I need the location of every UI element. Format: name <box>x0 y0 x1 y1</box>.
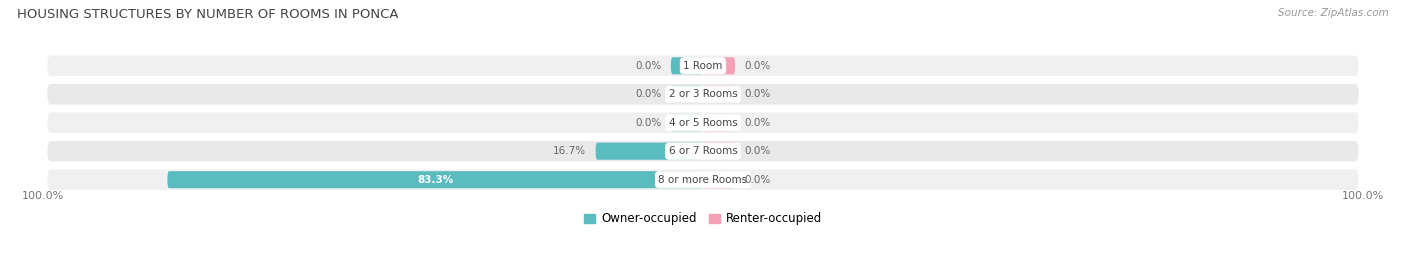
FancyBboxPatch shape <box>48 169 1358 190</box>
FancyBboxPatch shape <box>671 114 703 131</box>
FancyBboxPatch shape <box>703 86 735 103</box>
Text: 100.0%: 100.0% <box>21 191 63 201</box>
FancyBboxPatch shape <box>671 57 703 74</box>
FancyBboxPatch shape <box>167 171 703 188</box>
FancyBboxPatch shape <box>48 141 1358 161</box>
Text: 0.0%: 0.0% <box>636 89 661 99</box>
Text: 4 or 5 Rooms: 4 or 5 Rooms <box>669 118 737 128</box>
Text: 0.0%: 0.0% <box>745 146 770 156</box>
Text: HOUSING STRUCTURES BY NUMBER OF ROOMS IN PONCA: HOUSING STRUCTURES BY NUMBER OF ROOMS IN… <box>17 8 398 21</box>
Text: 0.0%: 0.0% <box>745 89 770 99</box>
FancyBboxPatch shape <box>48 112 1358 133</box>
Text: 1 Room: 1 Room <box>683 61 723 71</box>
FancyBboxPatch shape <box>48 84 1358 105</box>
FancyBboxPatch shape <box>703 57 735 74</box>
FancyBboxPatch shape <box>703 143 735 160</box>
Text: 83.3%: 83.3% <box>418 175 453 185</box>
Text: 0.0%: 0.0% <box>745 61 770 71</box>
Text: 6 or 7 Rooms: 6 or 7 Rooms <box>669 146 737 156</box>
Text: 0.0%: 0.0% <box>636 118 661 128</box>
Text: 16.7%: 16.7% <box>553 146 586 156</box>
FancyBboxPatch shape <box>671 86 703 103</box>
Text: 0.0%: 0.0% <box>745 118 770 128</box>
FancyBboxPatch shape <box>48 55 1358 76</box>
FancyBboxPatch shape <box>703 171 735 188</box>
Text: 100.0%: 100.0% <box>1343 191 1385 201</box>
Text: 0.0%: 0.0% <box>636 61 661 71</box>
Text: 0.0%: 0.0% <box>745 175 770 185</box>
Text: Source: ZipAtlas.com: Source: ZipAtlas.com <box>1278 8 1389 18</box>
FancyBboxPatch shape <box>703 114 735 131</box>
FancyBboxPatch shape <box>596 143 703 160</box>
Text: 2 or 3 Rooms: 2 or 3 Rooms <box>669 89 737 99</box>
Legend: Owner-occupied, Renter-occupied: Owner-occupied, Renter-occupied <box>583 213 823 225</box>
Text: 8 or more Rooms: 8 or more Rooms <box>658 175 748 185</box>
